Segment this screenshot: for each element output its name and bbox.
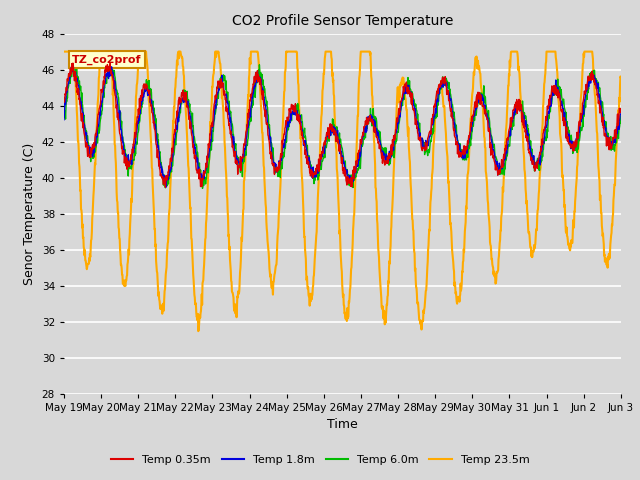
Title: CO2 Profile Sensor Temperature: CO2 Profile Sensor Temperature [232,14,453,28]
Text: TZ_co2prof: TZ_co2prof [72,54,142,65]
X-axis label: Time: Time [327,418,358,431]
Legend: Temp 0.35m, Temp 1.8m, Temp 6.0m, Temp 23.5m: Temp 0.35m, Temp 1.8m, Temp 6.0m, Temp 2… [106,451,534,469]
Y-axis label: Senor Temperature (C): Senor Temperature (C) [23,143,36,285]
